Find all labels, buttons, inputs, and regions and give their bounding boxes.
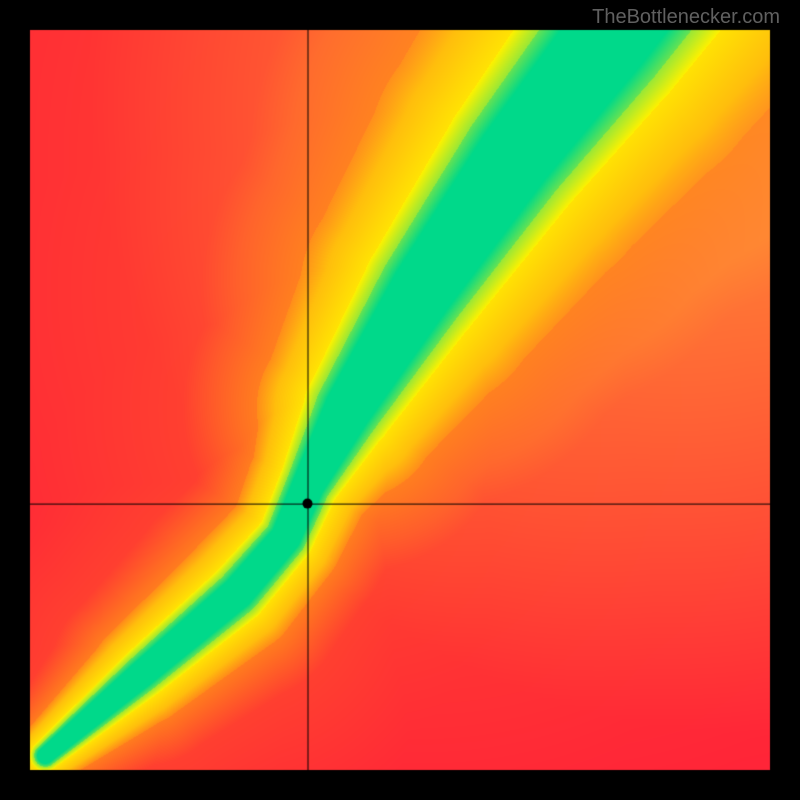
- watermark-text: TheBottlenecker.com: [592, 6, 780, 29]
- bottleneck-heatmap: [0, 0, 800, 800]
